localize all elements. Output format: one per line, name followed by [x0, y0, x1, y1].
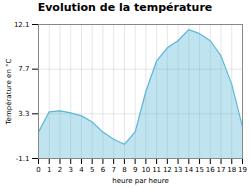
svg-text:6: 6 [101, 166, 106, 174]
svg-text:9: 9 [133, 166, 137, 174]
svg-text:3.3: 3.3 [18, 110, 29, 118]
svg-text:0: 0 [36, 166, 40, 174]
svg-text:8: 8 [122, 166, 126, 174]
svg-text:18: 18 [227, 166, 236, 174]
svg-text:1: 1 [47, 166, 51, 174]
svg-text:10: 10 [141, 166, 150, 174]
svg-text:heure par heure: heure par heure [112, 177, 168, 185]
html-text:Evolution de la température: Evolution de la température [37, 1, 213, 14]
svg-text:12.1: 12.1 [14, 21, 30, 29]
svg-text:15: 15 [195, 166, 204, 174]
svg-text:-1.1: -1.1 [16, 155, 30, 163]
svg-text:11: 11 [152, 166, 161, 174]
svg-text:3: 3 [68, 166, 72, 174]
svg-text:5: 5 [90, 166, 94, 174]
svg-text:13: 13 [174, 166, 183, 174]
svg-text:4: 4 [79, 166, 84, 174]
svg-text:12: 12 [163, 166, 172, 174]
svg-text:14: 14 [184, 166, 193, 174]
svg-text:7.7: 7.7 [18, 65, 29, 73]
svg-text:2: 2 [58, 166, 62, 174]
svg-text:17: 17 [217, 166, 226, 174]
svg-text:Température en °C: Température en °C [5, 58, 13, 125]
svg-text:16: 16 [206, 166, 215, 174]
svg-text:19: 19 [238, 166, 247, 174]
svg-text:7: 7 [111, 166, 115, 174]
